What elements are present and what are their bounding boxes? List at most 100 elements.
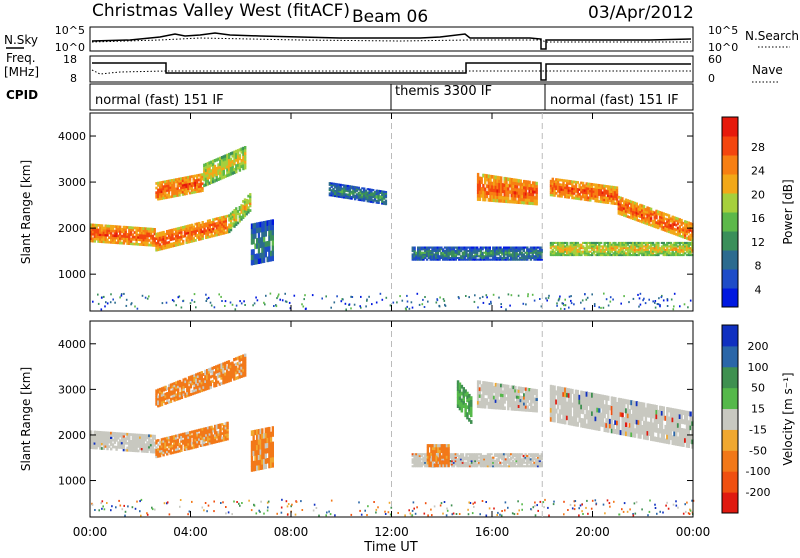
scatter-cell xyxy=(330,307,332,309)
scatter-cell xyxy=(648,299,650,301)
colorbar-title: Power [dB] xyxy=(781,179,795,244)
echo-cell xyxy=(201,189,203,192)
echo-feature-6 xyxy=(251,219,274,265)
echo-cell xyxy=(526,247,528,249)
scatter-cell xyxy=(612,299,614,301)
echo-cell xyxy=(453,465,455,467)
scatter-cell xyxy=(546,300,548,302)
colorbar-swatch xyxy=(722,155,738,175)
scatter-cell xyxy=(523,303,525,305)
echo-cell xyxy=(225,220,227,223)
scatter-cell xyxy=(633,298,635,300)
scatter-cell xyxy=(98,303,100,305)
echo-feature-9 xyxy=(412,247,543,261)
echo-cell xyxy=(575,186,577,189)
echo-cell xyxy=(272,426,274,432)
echo-cell xyxy=(119,226,121,229)
scatter-cell xyxy=(224,305,226,307)
scatter-cell xyxy=(104,305,106,307)
scatter-cell xyxy=(417,293,419,295)
scatter-cell xyxy=(365,305,367,307)
echo-cell xyxy=(536,401,538,404)
scatter-cell xyxy=(126,299,128,301)
scatter-cell xyxy=(368,296,370,298)
scatter-cell xyxy=(525,303,527,305)
echo-cell xyxy=(235,170,237,173)
echo-cell xyxy=(180,445,182,448)
scatter-cell xyxy=(110,293,112,295)
echo-cell xyxy=(101,224,103,227)
echo-cell xyxy=(680,219,682,222)
freq-unit-label: [MHz] xyxy=(4,65,39,79)
echo-cell xyxy=(358,187,360,189)
echo-cell xyxy=(272,452,274,458)
scatter-cell xyxy=(230,302,232,304)
echo-cell xyxy=(536,202,538,205)
scatter-cell xyxy=(570,295,572,297)
echo-cell xyxy=(154,435,156,438)
echo-cell xyxy=(481,180,483,184)
echo-cell xyxy=(244,362,246,365)
scatter-cell xyxy=(500,303,502,305)
panel-frame xyxy=(90,113,693,311)
scatter-cell xyxy=(243,300,245,302)
scatter-cell xyxy=(393,302,395,304)
echo-cell xyxy=(162,454,164,457)
echo-feature-5 xyxy=(477,380,538,412)
scatter-cell xyxy=(558,299,560,301)
scatter-cell xyxy=(97,294,99,296)
scatter-cell xyxy=(620,303,622,305)
colorbar-swatch xyxy=(722,193,738,213)
scatter-cell xyxy=(205,294,207,296)
echo-cell xyxy=(249,198,251,201)
scatter-cell xyxy=(303,306,305,308)
echo-cell xyxy=(272,447,274,453)
scatter-cell xyxy=(655,307,657,309)
echo-cell xyxy=(499,247,501,249)
scatter-cell xyxy=(225,300,227,302)
y-tick-label: 4000 xyxy=(58,130,86,143)
echo-cell xyxy=(235,216,237,219)
echo-cell xyxy=(536,199,538,202)
echo-cell xyxy=(268,427,270,433)
echo-cell xyxy=(194,239,196,242)
echo-cell xyxy=(536,182,538,185)
scatter-cell xyxy=(580,302,582,304)
scatter-cell xyxy=(640,293,642,295)
echo-cell xyxy=(201,187,203,190)
scatter-cell xyxy=(436,302,438,304)
noise-left-tick-top: 10^5 xyxy=(55,24,85,37)
echo-cell xyxy=(249,209,251,212)
scatter-cell xyxy=(214,306,216,308)
echo-cell xyxy=(536,406,538,409)
scatter-cell xyxy=(637,294,639,296)
scatter-cell xyxy=(559,296,561,298)
scatter-cell xyxy=(406,295,408,297)
echo-cell xyxy=(202,235,204,238)
echo-cell xyxy=(154,230,156,233)
scatter-cell xyxy=(194,301,196,303)
echo-cell xyxy=(663,242,665,244)
scatter-cell xyxy=(584,293,586,295)
scatter-cell xyxy=(336,295,338,297)
echo-cell xyxy=(536,389,538,392)
beam-label: Beam 06 xyxy=(352,7,428,27)
scatter-cell xyxy=(366,299,368,301)
echo-cell xyxy=(215,384,217,387)
echo-cell xyxy=(489,247,491,249)
echo-cell xyxy=(258,248,260,254)
scatter-cell xyxy=(220,296,222,298)
freq-right-tick-top: 60 xyxy=(708,53,722,66)
scatter-cell xyxy=(479,297,481,299)
scatter-cell xyxy=(569,296,571,298)
echo-feature-3 xyxy=(155,354,246,408)
echo-feature-1 xyxy=(90,224,156,247)
echo-cell xyxy=(577,242,579,244)
echo-feature-2 xyxy=(155,215,228,252)
scatter-cell xyxy=(412,307,414,309)
scatter-cell xyxy=(407,301,409,303)
echo-cell xyxy=(652,242,654,244)
echo-cell xyxy=(244,357,246,360)
echo-cell xyxy=(244,158,246,161)
colorbar-swatch xyxy=(722,174,738,194)
